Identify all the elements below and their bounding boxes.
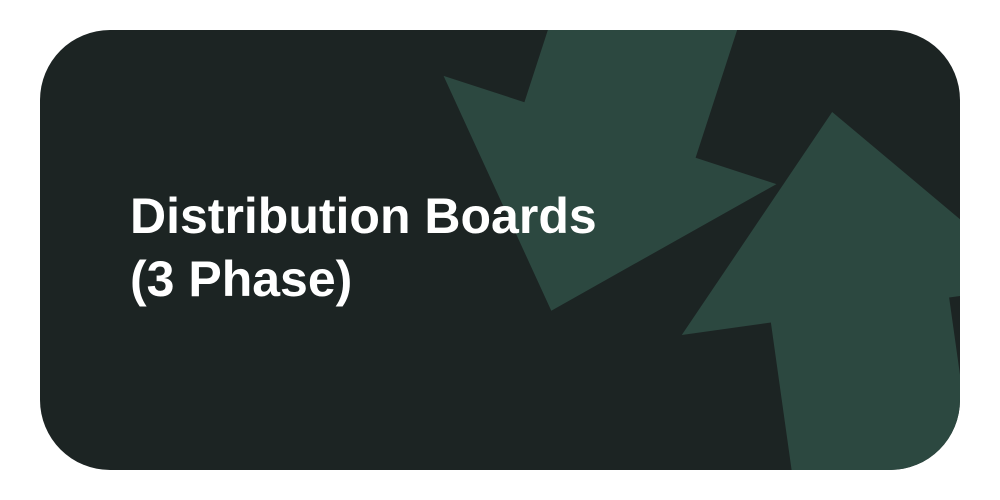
category-card[interactable]: Distribution Boards (3 Phase) bbox=[40, 30, 960, 470]
card-title: Distribution Boards (3 Phase) bbox=[40, 30, 960, 310]
